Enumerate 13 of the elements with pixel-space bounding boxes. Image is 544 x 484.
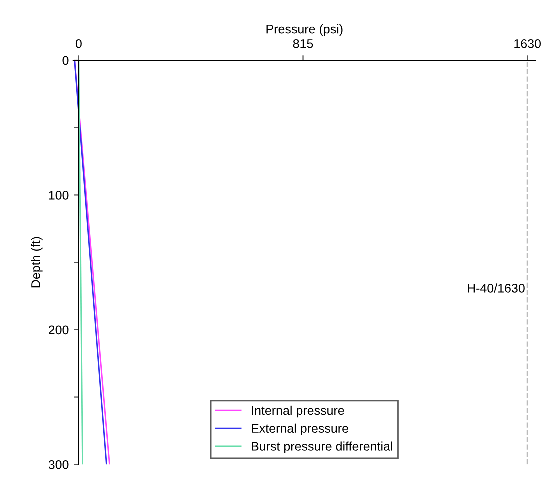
y-tick-label: 100 — [49, 191, 69, 200]
legend-label: Internal pressure — [252, 406, 344, 418]
legend-label: Burst pressure differential — [252, 442, 392, 454]
x-axis-title: Pressure (psi) — [266, 24, 343, 36]
ref-line-label: H-40/1630 — [468, 284, 525, 293]
legend-label: External pressure — [252, 424, 348, 436]
y-tick-label: 0 — [62, 56, 69, 66]
x-tick-label: 815 — [293, 39, 314, 48]
x-tick-label: 0 — [76, 39, 82, 48]
y-tick-label: 300 — [48, 460, 69, 470]
y-axis-title: Depth (ft) — [31, 237, 43, 288]
y-tick-label: 200 — [49, 326, 69, 335]
x-tick-label: 1630 — [514, 39, 541, 48]
